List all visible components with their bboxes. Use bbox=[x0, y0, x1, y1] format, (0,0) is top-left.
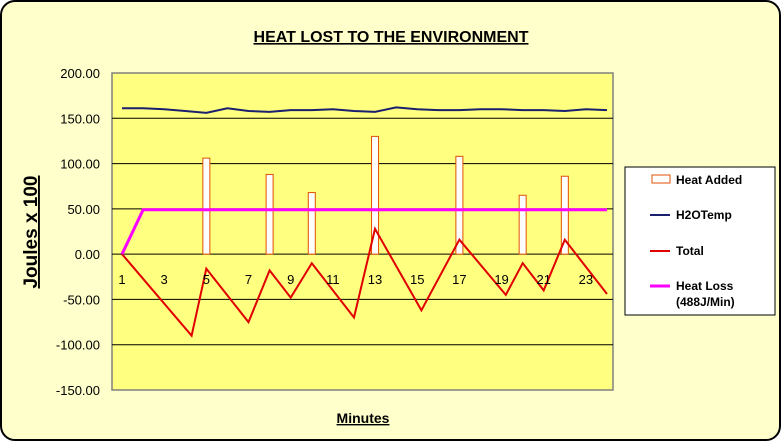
x-tick-label: 23 bbox=[579, 272, 593, 287]
x-axis-label: Minutes bbox=[337, 410, 390, 426]
plot-area bbox=[111, 72, 614, 391]
x-tick-label: 7 bbox=[245, 272, 252, 287]
heat-added-bar bbox=[560, 175, 569, 255]
x-tick-label: 9 bbox=[287, 272, 294, 287]
x-tick-label: 13 bbox=[368, 272, 382, 287]
heat-loss-line bbox=[120, 208, 607, 255]
y-tick-label: 200.00 bbox=[60, 66, 100, 81]
x-tick-label: 15 bbox=[410, 272, 424, 287]
y-tick-label: 100.00 bbox=[60, 157, 100, 172]
x-tick-labels: 1 3 5 7 9 11 13 15 17 19 21 23 bbox=[118, 272, 593, 287]
x-tick-label: 5 bbox=[203, 272, 210, 287]
x-tick-label: 17 bbox=[452, 272, 466, 287]
heat-added-bar bbox=[202, 157, 211, 255]
x-tick-label: 21 bbox=[537, 272, 551, 287]
total-line bbox=[121, 226, 608, 338]
chart-title: HEAT LOST TO THE ENVIRONMENT bbox=[254, 29, 529, 46]
legend-label-h2otemp: H2OTemp bbox=[676, 208, 732, 222]
x-tick-label: 19 bbox=[494, 272, 508, 287]
legend-label-heat-added: Heat Added bbox=[676, 173, 742, 187]
y-tick-label: 50.00 bbox=[67, 202, 100, 217]
y-tick-label: 0.00 bbox=[75, 247, 100, 262]
y-tick-labels: 200.00 150.00 100.00 50.00 0.00 -50.00 -100.00… bbox=[56, 66, 100, 398]
legend-swatch-heat-added bbox=[651, 174, 671, 184]
x-tick-label: 11 bbox=[326, 272, 340, 287]
y-axis-label: Joules x 100 bbox=[21, 175, 42, 288]
legend-box bbox=[624, 166, 776, 316]
y-tick-label: -150.00 bbox=[56, 383, 100, 398]
x-tick-label: 1 bbox=[118, 272, 125, 287]
heat-added-bar bbox=[265, 173, 274, 255]
heat-added-bar bbox=[307, 192, 316, 255]
legend: Heat Added H2OTemp Total Heat Loss (488J… bbox=[624, 166, 776, 316]
heat-added-bar bbox=[518, 194, 527, 255]
heat-added-bar bbox=[371, 135, 380, 255]
y-tick-label: -100.00 bbox=[56, 338, 100, 353]
x-tick-label: 3 bbox=[161, 272, 168, 287]
heat-added-bars bbox=[202, 135, 569, 255]
h2otemp-line bbox=[122, 106, 608, 114]
legend-label-total: Total bbox=[676, 244, 704, 258]
legend-label-heat-loss-rate: (488J/Min) bbox=[676, 295, 735, 309]
legend-label-heat-loss: Heat Loss bbox=[676, 279, 734, 293]
heat-added-bar bbox=[455, 155, 464, 255]
series-lines bbox=[120, 106, 608, 338]
y-tick-label: -50.00 bbox=[63, 292, 100, 307]
y-tick-label: 150.00 bbox=[60, 111, 100, 126]
